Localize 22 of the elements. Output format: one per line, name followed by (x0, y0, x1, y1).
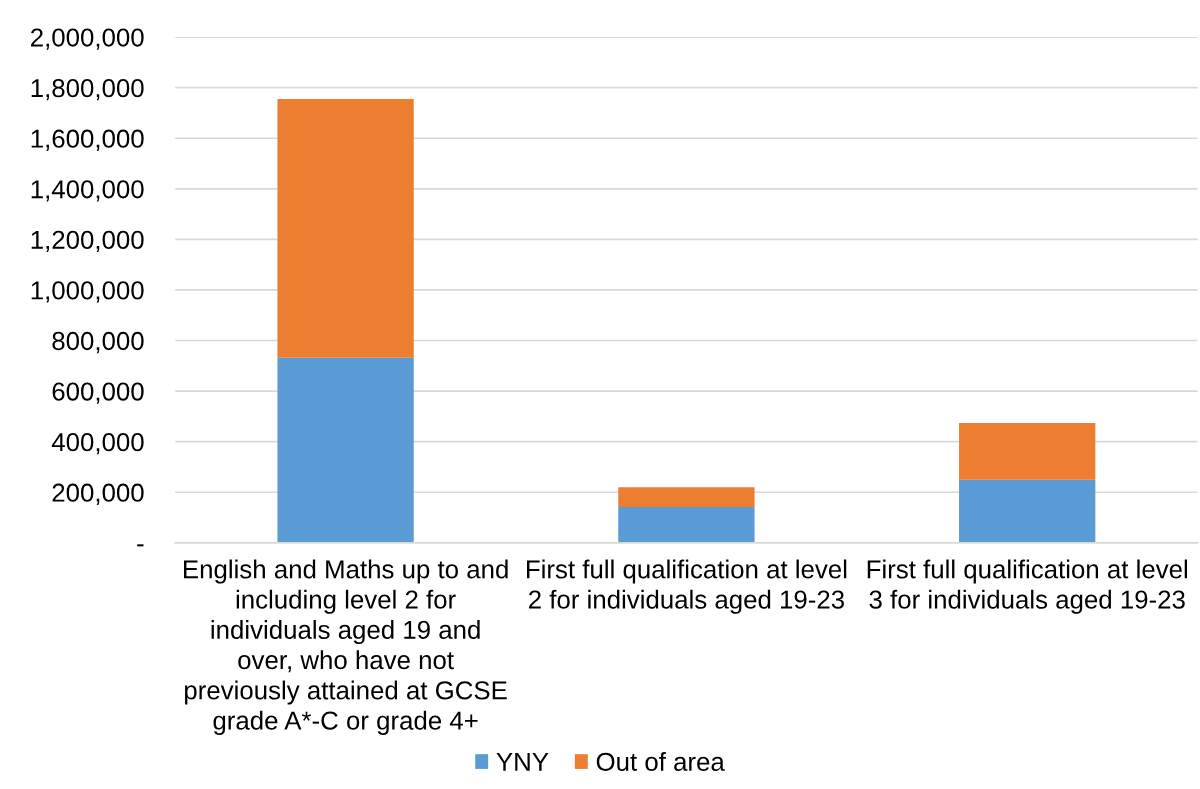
y-tick-label: 1,400,000 (31, 180, 144, 202)
y-tick-label: 2,000,000 (31, 28, 144, 50)
y-tick-label: 1,000,000 (31, 281, 144, 303)
legend-label: Out of area (596, 752, 725, 771)
legend-label: YNY (496, 752, 549, 771)
y-tick-label: 1,800,000 (31, 78, 144, 101)
bar (959, 422, 1096, 480)
x-tick-label: First full qualification at level 3 for individuals aged 19-23 (867, 559, 1188, 614)
x-tick-label: First full qualification at level 2 for individuals aged 19-23 (527, 559, 847, 614)
bar (959, 479, 1096, 543)
x-tick-label: English and Maths up to and including level 2 for individuals aged 19 and over, who have not previously attained at GCSE grade A*-C or grade 4+ (184, 559, 508, 735)
y-tick-label: 800,000 (52, 331, 144, 354)
bar (618, 506, 755, 543)
y-tick-label: 400,000 (51, 433, 144, 455)
y-tick-label: 600,000 (52, 382, 144, 404)
y-tick-label: 200,000 (52, 483, 144, 505)
y-tick-label: 1,600,000 (31, 129, 144, 151)
bar (618, 487, 755, 507)
y-tick-label: - (137, 544, 144, 547)
bar (277, 357, 414, 543)
y-tick-label: 1,200,000 (31, 230, 144, 253)
bar (277, 99, 414, 358)
